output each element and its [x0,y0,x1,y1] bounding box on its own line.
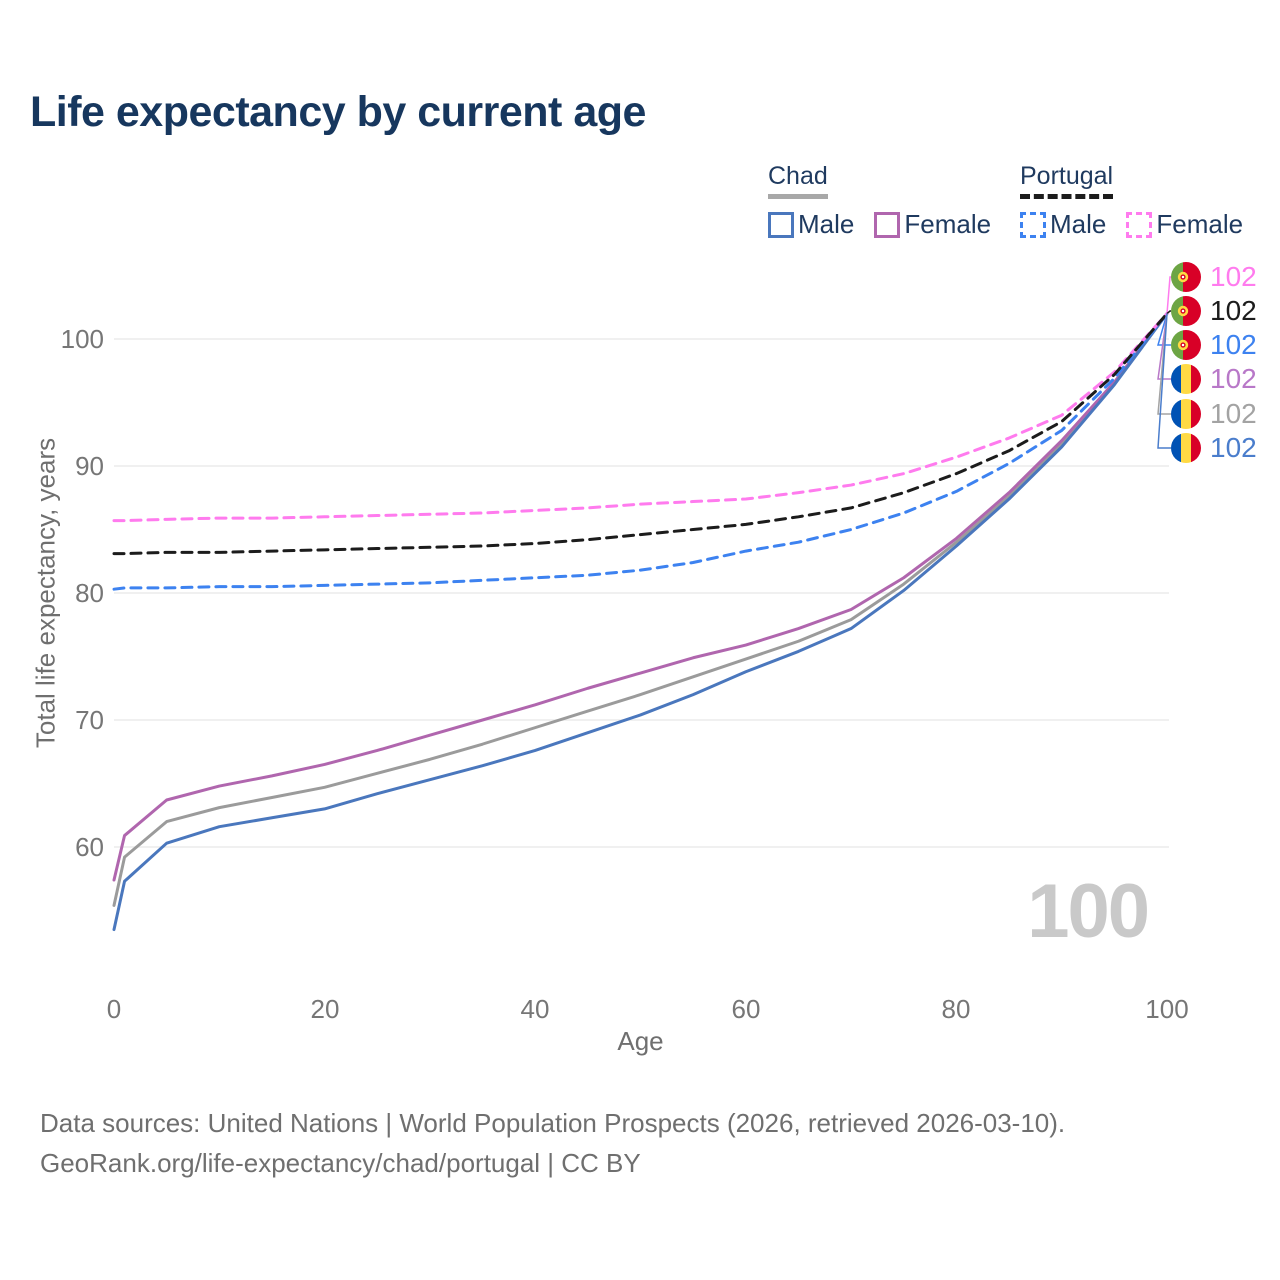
end-label-connector [1157,313,1171,449]
attribution-note: GeoRank.org/life-expectancy/chad/portuga… [40,1148,641,1178]
legend-item-label: Male [1050,209,1107,239]
x-tick-label: 100 [1145,994,1189,1024]
end-label-chad-female: 102 [1171,362,1257,396]
legend-item-chad-male[interactable]: Male [768,209,854,240]
end-value: 102 [1210,295,1257,326]
portugal-male-swatch-icon [1020,211,1046,238]
page-title: Life expectancy by current age [30,88,646,136]
series-line-portugal-female [112,312,1169,523]
portugal-female-swatch-icon [1126,211,1153,238]
x-tick-label: 60 [731,994,761,1024]
series-line-chad-female [112,312,1169,882]
legend-chad-heading: Chad [768,162,828,199]
end-label-portugal-female: 102 [1171,260,1257,294]
end-value: 102 [1210,329,1257,360]
end-label-chad-both: 102 [1171,397,1257,431]
series-line-portugal-both-sexes [112,312,1169,556]
y-tick-label: 70 [75,705,104,735]
end-value: 102 [1210,398,1257,429]
x-tick-label: 20 [310,994,340,1024]
end-label-connector [1157,313,1171,380]
end-label-connector [1166,310,1171,315]
legend-item-label: Female [1156,209,1244,239]
y-tick-label: 60 [75,832,104,862]
legend-item-label: Male [798,209,855,239]
x-tick-label: 40 [520,994,550,1024]
series-line-chad-both-sexes [112,312,1169,907]
x-tick-label: 80 [941,994,971,1024]
legend-item-portugal-female[interactable]: Female [1126,209,1243,240]
series-line-chad-male [112,312,1169,932]
legend-item-portugal-male[interactable]: Male [1020,209,1106,240]
portugal-flag-icon [1171,262,1201,292]
y-axis-title: Total life expectancy, years [30,437,61,749]
end-label-connector [1157,313,1171,415]
x-tick-label: 0 [106,994,122,1024]
end-label-portugal-male: 102 [1171,328,1257,362]
series-line-portugal-male [112,312,1169,591]
legend-item-label: Female [904,209,992,239]
end-label-chad-male: 102 [1171,431,1257,465]
end-value: 102 [1210,432,1257,463]
portugal-flag-icon [1171,296,1201,326]
end-value: 102 [1210,261,1257,292]
chad-flag-icon [1171,399,1201,429]
legend-group-portugal: Portugal Male Female [1020,162,1243,240]
y-tick-label: 100 [60,324,104,354]
end-label-connector [1166,276,1171,314]
y-tick-label: 90 [75,451,104,481]
chad-male-swatch-icon [768,211,794,238]
data-sources-note: Data sources: United Nations | World Pop… [40,1108,1066,1138]
end-label-portugal-both: 102 [1171,294,1257,328]
portugal-flag-icon [1171,330,1201,360]
chad-flag-icon [1171,364,1201,394]
chad-flag-icon [1171,433,1201,463]
end-value: 102 [1210,363,1257,394]
legend-group-chad: Chad Male Female [768,162,991,240]
y-tick-label: 80 [75,578,104,608]
legend-item-chad-female[interactable]: Female [874,209,991,240]
chad-female-swatch-icon [874,211,901,238]
current-age-watermark: 100 [1027,869,1150,954]
x-axis-title: Age [617,1026,664,1056]
end-label-connector [1157,313,1171,346]
legend-portugal-heading: Portugal [1020,162,1114,199]
